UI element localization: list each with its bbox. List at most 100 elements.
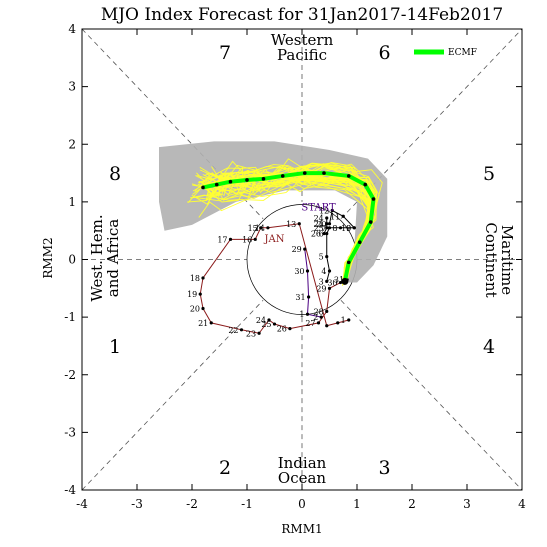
- day-label: 24: [314, 214, 324, 223]
- observed-point: [327, 286, 332, 290]
- ecmf-forecast-point: [346, 260, 351, 265]
- day-label: 9: [346, 224, 351, 233]
- day-label: 18: [190, 274, 200, 283]
- observed-point: [341, 214, 345, 218]
- ecmf-forecast-point: [280, 174, 285, 178]
- y-tick-label: 4: [68, 22, 76, 36]
- day-label: 26: [311, 230, 321, 239]
- observed-point: [201, 306, 205, 311]
- day-label: 25: [261, 320, 271, 329]
- x-axis-label: RMM1: [281, 522, 322, 536]
- phase-label: 3: [378, 457, 390, 479]
- observed-point: [325, 216, 329, 220]
- day-label: 10: [341, 224, 351, 233]
- day-label: 20: [316, 220, 326, 229]
- region-right-line2: Continent: [482, 222, 500, 297]
- observed-point: [327, 222, 332, 226]
- day-label: 25: [314, 224, 324, 233]
- observed-point: [352, 226, 356, 230]
- observed-point: [288, 327, 292, 331]
- observed-point: [307, 295, 311, 299]
- observed-point: [325, 231, 329, 236]
- x-tick-label: 1: [353, 497, 361, 511]
- ecmf-forecast-point: [371, 197, 376, 201]
- region-left-line2: and Africa: [104, 219, 122, 297]
- day-label: 21: [198, 319, 208, 328]
- observed-point: [201, 276, 205, 280]
- observed-point: [267, 318, 271, 322]
- day-label: 21: [314, 220, 324, 229]
- observed-point: [297, 222, 301, 226]
- ecmf-forecast-point: [357, 240, 362, 245]
- observed-point: [330, 208, 334, 213]
- region-bottom-line1: Indian: [278, 454, 327, 472]
- day-label: 4: [321, 267, 326, 276]
- ecmf-forecast-point: [302, 171, 307, 175]
- day-label: 29: [292, 245, 302, 254]
- region-top-line1: Western: [271, 31, 334, 49]
- phase-label: 4: [483, 336, 495, 358]
- day-label: 31: [295, 293, 305, 302]
- day-label: 26: [277, 325, 287, 334]
- y-tick-label: 3: [68, 80, 76, 94]
- x-tick-label: 4: [518, 497, 526, 511]
- observed-point: [336, 321, 340, 325]
- ecmf-forecast-point: [368, 220, 373, 224]
- day-label: 12: [319, 207, 329, 216]
- observed-point: [305, 269, 310, 273]
- phase-label: 8: [109, 163, 121, 185]
- ecmf-forecast-point: [214, 182, 219, 187]
- day-label: 1: [341, 316, 346, 325]
- phase-label: 2: [219, 457, 231, 479]
- day-label: 24: [256, 316, 266, 325]
- phase-label: 1: [109, 336, 121, 358]
- day-label: 31: [334, 276, 344, 285]
- y-tick-label: 1: [68, 195, 76, 209]
- phase-label: 6: [378, 42, 390, 64]
- day-label: 8: [332, 224, 337, 233]
- observed-point: [198, 292, 202, 296]
- day-label: 17: [217, 235, 227, 244]
- y-tick-label: -4: [64, 483, 76, 497]
- day-label: 15: [248, 224, 258, 233]
- ecmf-forecast-point: [363, 182, 368, 187]
- observed-point: [327, 269, 332, 273]
- observed-point: [325, 324, 329, 328]
- day-label: 19: [187, 290, 197, 299]
- x-tick-label: -1: [241, 497, 253, 511]
- y-tick-label: 2: [68, 137, 76, 151]
- y-tick-label: -1: [64, 310, 76, 324]
- x-tick-label: 3: [463, 497, 471, 511]
- observed-point: [338, 280, 343, 285]
- observed-point: [316, 321, 321, 325]
- y-axis-label: RMM2: [41, 237, 55, 278]
- day-label: 27: [305, 319, 315, 328]
- day-label: 1: [299, 310, 304, 319]
- day-label: 30: [327, 279, 337, 288]
- ecmf-forecast-point: [245, 178, 249, 182]
- phase-divider-line: [340, 299, 523, 491]
- observed-point: [272, 322, 277, 326]
- observed-point: [305, 312, 310, 316]
- y-tick-label: -2: [64, 368, 76, 382]
- ensemble-envelope: [159, 141, 388, 283]
- observed-point: [347, 318, 351, 322]
- x-tick-label: -4: [76, 497, 88, 511]
- legend: ECMF: [414, 48, 477, 58]
- observed-point: [266, 226, 270, 230]
- observed-point: [325, 309, 329, 313]
- ecmf-forecast-point: [346, 174, 351, 178]
- region-left-line1: West. Hem.: [88, 214, 106, 301]
- observed-point: [303, 247, 307, 251]
- observed-point: [209, 321, 213, 325]
- day-label: 11: [330, 212, 340, 221]
- day-label: 16: [242, 235, 252, 244]
- start-annotation: START: [301, 203, 336, 214]
- legend-label-ecmf: ECMF: [448, 48, 477, 58]
- day-label: 30: [294, 267, 304, 276]
- day-label: 6: [319, 230, 324, 239]
- ecmf-forecast-point: [228, 179, 233, 184]
- day-label: 2: [313, 313, 318, 322]
- observed-point: [325, 255, 329, 259]
